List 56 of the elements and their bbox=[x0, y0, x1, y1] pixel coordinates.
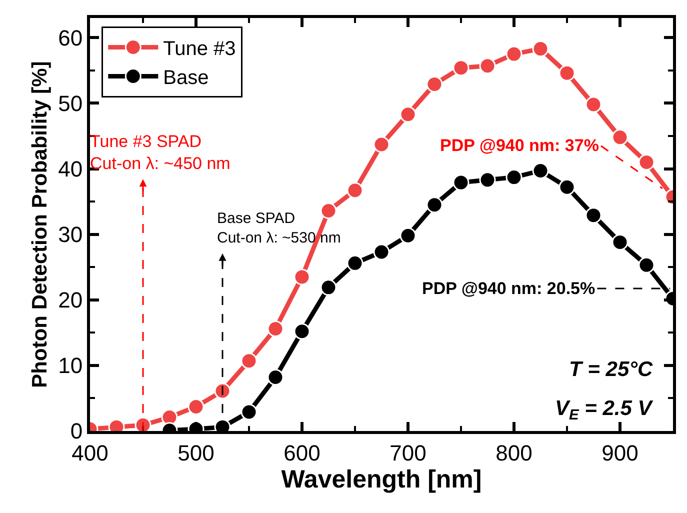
point bbox=[240, 352, 258, 370]
legend-label: Tune #3 bbox=[163, 38, 236, 60]
x-tick-label: 600 bbox=[284, 440, 320, 466]
point bbox=[426, 76, 443, 92]
point bbox=[532, 40, 549, 58]
point bbox=[585, 207, 602, 224]
point bbox=[320, 279, 337, 296]
annotation: T = 25°C bbox=[569, 358, 654, 381]
point bbox=[373, 244, 390, 260]
point bbox=[400, 227, 416, 244]
point bbox=[452, 60, 470, 76]
point bbox=[294, 268, 310, 286]
point bbox=[638, 256, 655, 274]
x-tick-label: 700 bbox=[390, 440, 426, 466]
x-tick-label: 800 bbox=[496, 440, 532, 466]
y-tick-label: 60 bbox=[58, 25, 83, 50]
point bbox=[452, 174, 470, 191]
point bbox=[346, 254, 364, 272]
point bbox=[134, 416, 152, 431]
y-tick-label: 30 bbox=[58, 222, 83, 248]
point bbox=[373, 136, 390, 153]
ref-line-label: Tune #3 SPAD Cut-on λ: ~450 nm bbox=[90, 132, 230, 174]
ref-line-label: Base SPAD Cut-on λ: ~530 nm bbox=[217, 210, 341, 246]
point bbox=[506, 169, 522, 186]
point bbox=[240, 404, 258, 420]
point bbox=[267, 320, 284, 337]
point bbox=[532, 162, 549, 179]
point bbox=[612, 234, 628, 250]
point bbox=[400, 106, 416, 123]
point bbox=[267, 368, 284, 386]
x-tick-label: 500 bbox=[178, 440, 214, 466]
point bbox=[188, 398, 204, 415]
annotation: PDP @940 nm: 20.5% bbox=[422, 279, 596, 298]
point bbox=[346, 182, 364, 199]
x-axis-title: Wavelength [nm] bbox=[281, 465, 482, 494]
point bbox=[294, 323, 310, 340]
point bbox=[426, 196, 443, 214]
y-tick-label: 40 bbox=[58, 156, 83, 182]
point bbox=[638, 154, 655, 170]
point bbox=[558, 64, 576, 82]
point bbox=[320, 202, 337, 219]
point bbox=[479, 58, 496, 74]
point bbox=[214, 382, 231, 400]
point bbox=[506, 46, 522, 62]
y-tick-label: 10 bbox=[58, 353, 83, 378]
point bbox=[558, 178, 576, 196]
y-tick-label: 50 bbox=[58, 90, 83, 116]
x-tick-label: 900 bbox=[602, 440, 638, 466]
point bbox=[479, 172, 496, 188]
point bbox=[612, 129, 628, 146]
y-axis-title: Photon Detection Probability [%] bbox=[28, 61, 52, 388]
y-tick-label: 20 bbox=[58, 288, 83, 313]
point bbox=[585, 96, 602, 113]
annotation: V$_{E}$ = 2.5 V bbox=[555, 397, 654, 424]
annotation: PDP @940 nm: 37% bbox=[440, 136, 599, 155]
legend-label: Base bbox=[163, 67, 209, 90]
